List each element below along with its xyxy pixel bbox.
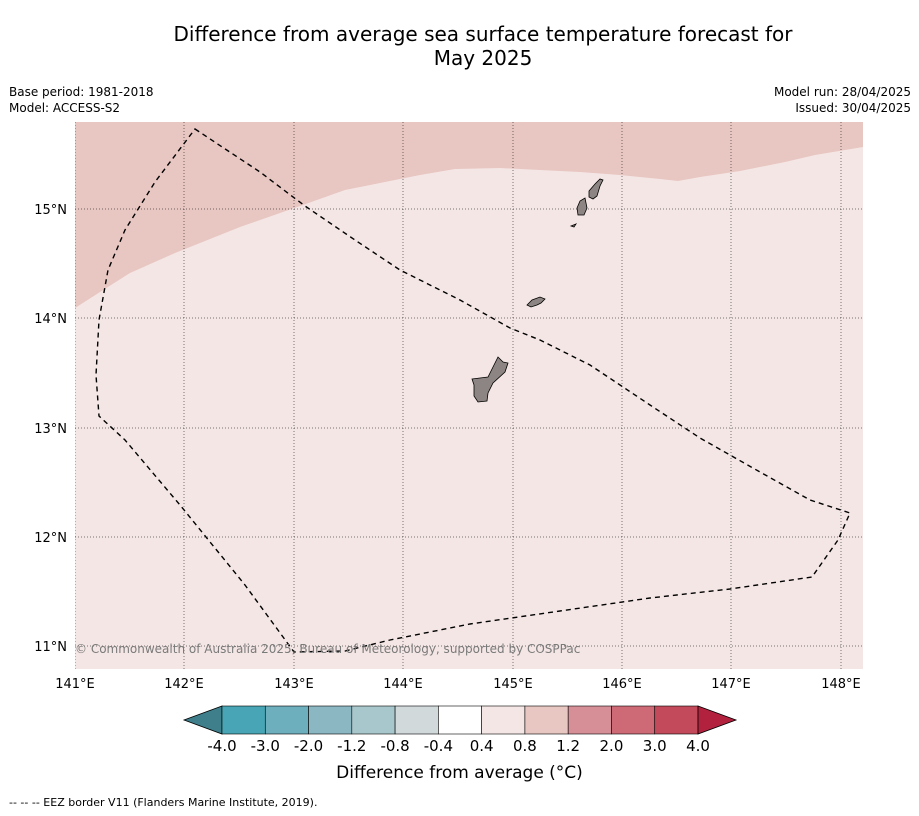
colorbar-tick: 3.0 bbox=[643, 737, 667, 755]
eez-border bbox=[95, 128, 851, 653]
lon-tick: 143°E bbox=[274, 677, 314, 692]
colorbar-tick: -1.2 bbox=[337, 737, 366, 755]
copyright-text: © Commonwealth of Australia 2025, Bureau… bbox=[75, 642, 580, 656]
title-line-1: Difference from average sea surface temp… bbox=[173, 22, 793, 46]
colorbar-tick: 0.8 bbox=[513, 737, 537, 755]
lon-tick: 142°E bbox=[164, 677, 204, 692]
colorbar-cell bbox=[264, 705, 309, 735]
chart-title: Difference from average sea surface temp… bbox=[0, 22, 919, 70]
colorbar-cell bbox=[308, 705, 353, 735]
colorbar-tick: 0.4 bbox=[470, 737, 494, 755]
colorbar-tick: 4.0 bbox=[686, 737, 710, 755]
colorbar-extend-low bbox=[182, 705, 223, 735]
lat-tick: 15°N bbox=[34, 203, 67, 218]
colorbar-cell bbox=[221, 705, 266, 735]
guam-island bbox=[471, 356, 509, 403]
title-line-2: May 2025 bbox=[433, 46, 533, 70]
map-area bbox=[75, 122, 863, 669]
colorbar-cell bbox=[567, 705, 612, 735]
colorbar-cell bbox=[351, 705, 396, 735]
colorbar-tick: -3.0 bbox=[251, 737, 280, 755]
meta-right: Model run: 28/04/2025 Issued: 30/04/2025 bbox=[774, 84, 911, 116]
issued-date: Issued: 30/04/2025 bbox=[795, 101, 911, 115]
lon-tick: 144°E bbox=[383, 677, 423, 692]
lon-tick-labels: 141°E 142°E 143°E 144°E 145°E 146°E 147°… bbox=[55, 677, 861, 692]
colorbar-tick: 2.0 bbox=[600, 737, 624, 755]
sst-anomaly-0-8-to-1-2 bbox=[75, 122, 863, 308]
colorbar-tick: -4.0 bbox=[207, 737, 236, 755]
base-period: Base period: 1981-2018 bbox=[9, 85, 154, 99]
colorbar-cell bbox=[481, 705, 526, 735]
colorbar-tick: -2.0 bbox=[294, 737, 323, 755]
lon-tick: 141°E bbox=[55, 677, 95, 692]
lat-tick: 11°N bbox=[34, 640, 67, 655]
colorbar-label: Difference from average (°C) bbox=[336, 763, 583, 783]
colorbar-tick: -0.4 bbox=[424, 737, 453, 755]
rota-island bbox=[526, 296, 546, 308]
lat-tick: 12°N bbox=[34, 531, 67, 546]
model-name: Model: ACCESS-S2 bbox=[9, 101, 121, 115]
colorbar-tick: -0.8 bbox=[380, 737, 409, 755]
gridlines bbox=[75, 122, 863, 669]
islands bbox=[471, 178, 604, 403]
tinian-island bbox=[576, 197, 588, 216]
meta-left: Base period: 1981-2018 Model: ACCESS-S2 bbox=[9, 84, 154, 116]
saipan-island bbox=[588, 178, 604, 200]
lat-tick: 14°N bbox=[34, 312, 67, 327]
lon-tick: 146°E bbox=[602, 677, 642, 692]
lon-tick: 147°E bbox=[711, 677, 751, 692]
colorbar: -4.0 -3.0 -2.0 -1.2 -0.8 -0.4 0.4 0.8 1.2 2.0 3.0 4… bbox=[182, 705, 738, 755]
colorbar-extend-high bbox=[697, 705, 738, 735]
colorbar-cell bbox=[654, 705, 699, 735]
aguijan-island bbox=[569, 223, 578, 228]
model-run: Model run: 28/04/2025 bbox=[773, 85, 911, 99]
lon-tick: 145°E bbox=[493, 677, 533, 692]
colorbar-cell bbox=[438, 705, 482, 735]
lat-tick: 13°N bbox=[34, 422, 67, 437]
lat-tick-labels: 15°N 14°N 13°N 12°N 11°N bbox=[34, 203, 67, 655]
colorbar-cell bbox=[524, 705, 569, 735]
footnote: -- -- -- EEZ border V11 (Flanders Marine… bbox=[9, 796, 318, 809]
lon-tick: 148°E bbox=[821, 677, 861, 692]
colorbar-cell bbox=[394, 705, 439, 735]
colorbar-cell bbox=[611, 705, 656, 735]
colorbar-tick: 1.2 bbox=[556, 737, 580, 755]
